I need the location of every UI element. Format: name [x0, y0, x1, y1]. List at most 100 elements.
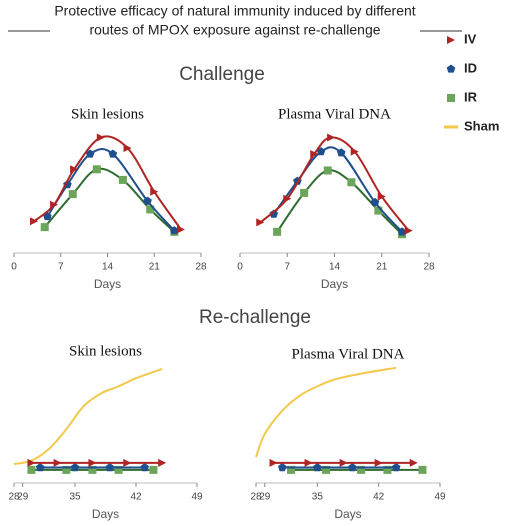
marker-pentagon	[370, 197, 380, 206]
marker-square	[68, 190, 77, 199]
marker-triangle	[176, 225, 185, 234]
series-line	[13, 368, 163, 466]
marker-square	[40, 223, 49, 232]
x-tick-label: 14	[329, 262, 341, 273]
chart-title: Skin lesions	[69, 343, 142, 359]
x-axis-label: Days	[321, 277, 348, 291]
series-line	[46, 148, 176, 232]
marker-triangle	[30, 217, 39, 226]
x-tick-label: 28	[195, 262, 207, 273]
x-tick-label: 28	[423, 262, 435, 273]
x-tick-label: 35	[312, 492, 324, 503]
title-line: routes of MPOX exposure against re-chall…	[89, 22, 380, 38]
chart-title: Skin lesions	[71, 106, 144, 122]
marker-pentagon	[278, 463, 287, 472]
x-axis-label: Days	[92, 507, 119, 521]
marker-pentagon	[348, 463, 357, 472]
marker-pentagon	[140, 463, 149, 472]
marker-triangle	[283, 194, 292, 203]
marker-triangle	[310, 149, 319, 158]
x-tick-label: 42	[130, 492, 142, 503]
marker-square	[447, 94, 455, 102]
marker-pentagon	[35, 463, 45, 472]
marker-pentagon	[85, 149, 95, 158]
marker-square	[287, 465, 296, 474]
marker-square	[273, 227, 282, 236]
x-tick-label: 7	[58, 262, 64, 273]
marker-triangle	[123, 144, 132, 153]
marker-triangle	[304, 458, 313, 467]
x-tick-label: 42	[373, 492, 385, 503]
x-tick-label: 14	[102, 262, 114, 273]
marker-triangle	[350, 147, 359, 156]
marker-pentagon	[446, 64, 456, 73]
marker-triangle	[409, 458, 418, 467]
marker-pentagon	[105, 463, 115, 472]
marker-triangle	[327, 133, 336, 142]
series-line	[43, 167, 175, 233]
chart-title: Plasma Viral DNA	[278, 106, 391, 122]
marker-pentagon	[70, 463, 80, 472]
marker-square	[383, 465, 392, 474]
x-tick-label: 29	[17, 492, 29, 503]
marker-triangle	[158, 458, 167, 467]
marker-pentagon	[313, 463, 322, 472]
marker-triangle	[377, 192, 386, 201]
marker-square	[27, 465, 36, 474]
marker-triangle	[256, 218, 265, 227]
marker-triangle	[70, 165, 79, 174]
x-tick-label: 0	[237, 262, 243, 273]
marker-square	[322, 465, 331, 474]
x-tick-label: 21	[149, 262, 161, 273]
marker-triangle	[123, 458, 132, 467]
marker-triangle	[53, 458, 62, 467]
x-tick-label: 21	[376, 262, 388, 273]
marker-pentagon	[391, 463, 401, 472]
marker-pentagon	[397, 227, 407, 236]
marker-triangle	[404, 226, 413, 235]
marker-square	[418, 465, 427, 474]
legend-label: ID	[464, 60, 477, 75]
marker-triangle	[339, 458, 348, 467]
marker-pentagon	[336, 148, 346, 157]
section-title: Re-challenge	[199, 307, 311, 328]
marker-square	[88, 465, 97, 474]
marker-square	[92, 165, 101, 174]
legend-label: IR	[464, 89, 478, 104]
marker-square	[323, 166, 332, 175]
x-tick-label: 7	[284, 262, 290, 273]
marker-square	[149, 465, 158, 474]
marker-triangle	[447, 36, 455, 44]
marker-triangle	[96, 133, 105, 142]
marker-triangle	[150, 187, 159, 196]
x-tick-label: 49	[434, 492, 446, 503]
marker-pentagon	[143, 196, 152, 205]
x-tick-label: 29	[259, 492, 271, 503]
x-tick-label: 28	[250, 492, 262, 503]
x-tick-label: 49	[191, 492, 203, 503]
series-line	[255, 366, 397, 458]
x-axis-label: Days	[334, 507, 361, 521]
marker-triangle	[269, 458, 278, 467]
marker-square	[62, 465, 71, 474]
x-tick-label: 28	[8, 492, 20, 503]
section-title: Challenge	[179, 64, 265, 85]
marker-triangle	[88, 458, 97, 467]
marker-square	[374, 206, 383, 215]
marker-square	[300, 188, 309, 197]
marker-square	[114, 465, 123, 474]
marker-triangle	[374, 458, 383, 467]
marker-square	[357, 465, 366, 474]
marker-pentagon	[170, 226, 179, 235]
marker-triangle	[50, 200, 59, 209]
marker-triangle	[27, 458, 36, 467]
legend-label: Sham	[464, 118, 499, 133]
marker-pentagon	[316, 147, 326, 156]
legend-label: IV	[464, 31, 477, 46]
title-line: Protective efficacy of natural immunity …	[54, 3, 415, 19]
x-tick-label: 35	[69, 492, 81, 503]
x-axis-label: Days	[94, 277, 121, 291]
marker-pentagon	[108, 149, 118, 158]
marker-square	[347, 178, 356, 187]
marker-square	[118, 175, 127, 184]
